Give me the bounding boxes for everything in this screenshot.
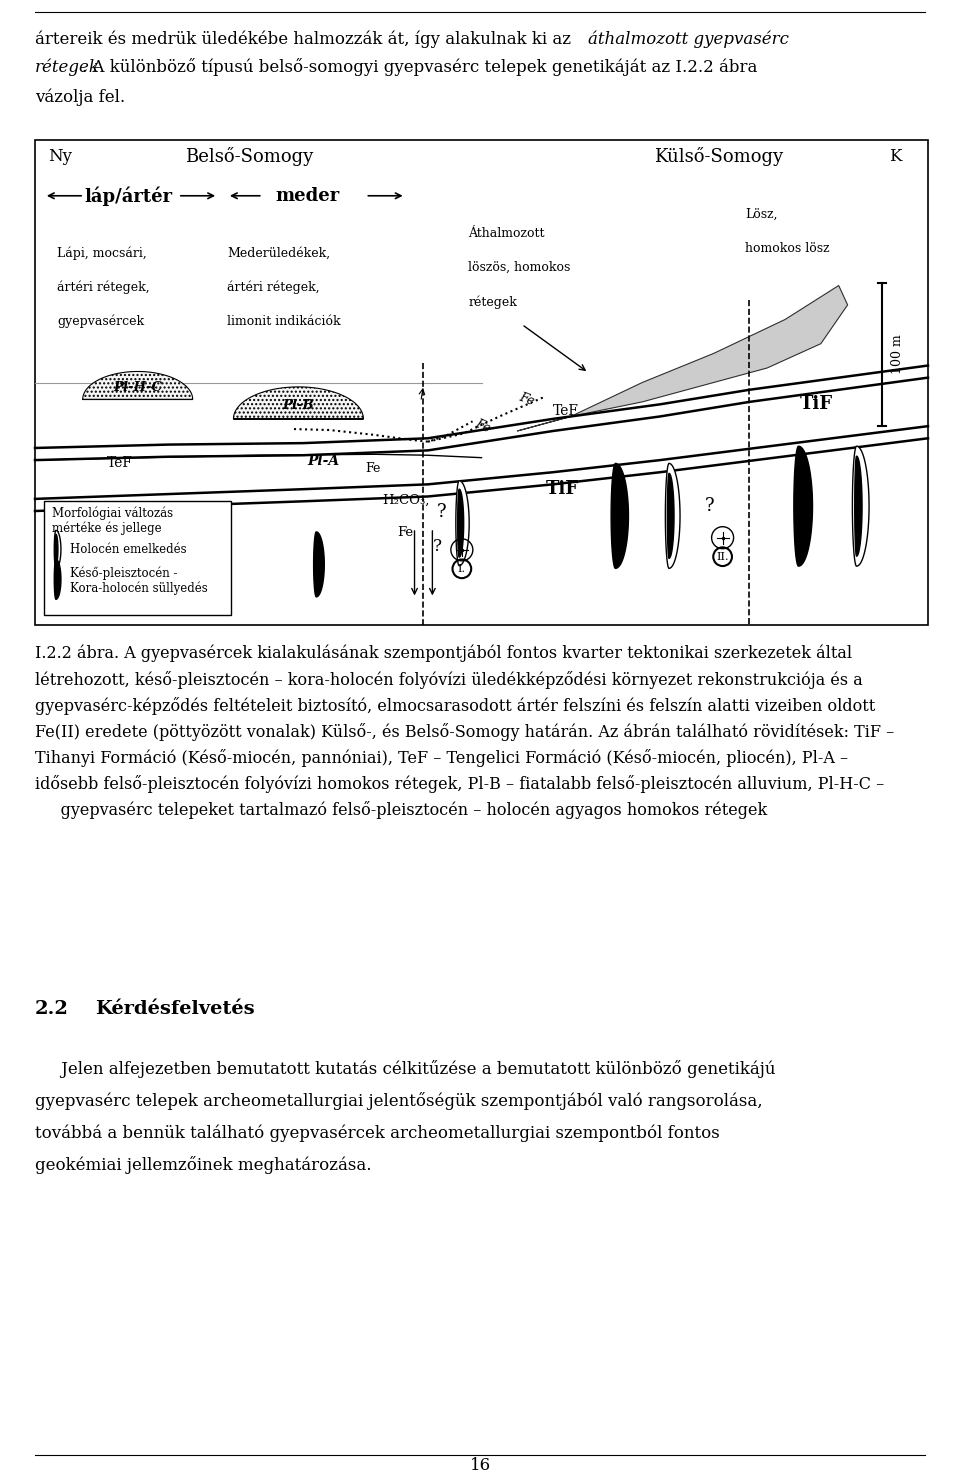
Text: I.2.2 ábra. A gyepvasércek kialakulásának szempontjából fontos kvarter tektonika: I.2.2 ábra. A gyepvasércek kialakulásána… <box>35 644 852 662</box>
Text: ártéri rétegek,: ártéri rétegek, <box>58 281 150 294</box>
Text: rétegek: rétegek <box>468 296 517 309</box>
Text: K: K <box>889 148 901 166</box>
Text: Morfológiai változás: Morfológiai változás <box>52 507 173 520</box>
Text: TiF: TiF <box>54 507 87 525</box>
Text: 16: 16 <box>469 1456 491 1474</box>
Polygon shape <box>233 387 364 418</box>
Text: TeF: TeF <box>107 455 132 470</box>
Bar <box>44 501 231 615</box>
Text: Kérdésfelvetés: Kérdésfelvetés <box>95 1001 254 1018</box>
Polygon shape <box>456 480 469 566</box>
Text: ártéri rétegek,: ártéri rétegek, <box>227 281 320 294</box>
Text: löszös, homokos: löszös, homokos <box>468 262 570 275</box>
Text: Kora-holocén süllyedés: Kora-holocén süllyedés <box>70 581 207 596</box>
Text: 2.2: 2.2 <box>35 1001 69 1018</box>
Text: ártereik és medrük üledékébe halmozzák át, így alakulnak ki az: ártereik és medrük üledékébe halmozzák á… <box>35 30 576 47</box>
Text: Pl-A: Pl-A <box>307 454 340 469</box>
Text: Fe(II) eredete (pöttyözött vonalak) Külső-, és Belső-Somogy határán. Az ábrán ta: Fe(II) eredete (pöttyözött vonalak) Küls… <box>35 723 895 740</box>
Text: ?: ? <box>432 538 442 554</box>
Polygon shape <box>852 446 869 566</box>
Text: Áthalmozott: Áthalmozott <box>468 228 544 241</box>
Text: Fe: Fe <box>472 417 492 436</box>
Text: Pl-B: Pl-B <box>282 399 314 412</box>
Text: Késő-pleisztocén -: Késő-pleisztocén - <box>70 566 178 579</box>
Polygon shape <box>854 457 862 556</box>
Polygon shape <box>56 535 58 565</box>
Polygon shape <box>55 559 60 599</box>
Polygon shape <box>794 446 812 566</box>
Text: H₂CO₃,: H₂CO₃, <box>382 494 429 507</box>
Polygon shape <box>667 473 674 559</box>
Polygon shape <box>55 531 60 569</box>
Text: meder: meder <box>276 186 340 205</box>
Text: Tihanyi Formáció (Késő-miocén, pannóniai), TeF – Tengelici Formáció (Késő-miocén: Tihanyi Formáció (Késő-miocén, pannóniai… <box>35 749 848 767</box>
Text: Belső-Somogy: Belső-Somogy <box>185 148 314 167</box>
Polygon shape <box>612 464 629 569</box>
Text: gyepvasércek: gyepvasércek <box>58 315 144 328</box>
Text: mértéke és jellege: mértéke és jellege <box>52 522 161 535</box>
Text: áthalmozott gyepvasérc: áthalmozott gyepvasérc <box>588 30 789 47</box>
Text: II.: II. <box>716 551 729 562</box>
Text: vázolja fel.: vázolja fel. <box>35 89 125 105</box>
Text: Fe: Fe <box>517 390 536 408</box>
Text: Lápi, mocsári,: Lápi, mocsári, <box>58 247 147 260</box>
Text: Mederüledékek,: Mederüledékek, <box>227 247 330 260</box>
Text: TeF: TeF <box>553 403 579 418</box>
Bar <box>35 140 928 625</box>
Text: Külső-Somogy: Külső-Somogy <box>654 148 782 167</box>
Text: létrehozott, késő-pleisztocén – kora-holocén folyóvízi üledékképződési környezet: létrehozott, késő-pleisztocén – kora-hol… <box>35 671 863 689</box>
Text: 100 m: 100 m <box>891 334 903 374</box>
Text: láp/ártér: láp/ártér <box>84 186 173 205</box>
Text: Ny: Ny <box>48 148 72 166</box>
Text: Fe: Fe <box>366 463 381 476</box>
Text: limonit indikációk: limonit indikációk <box>227 315 341 328</box>
Text: idősebb felső-pleisztocén folyóvízi homokos rétegek, Pl-B – fiatalabb felső-plei: idősebb felső-pleisztocén folyóvízi homo… <box>35 774 884 794</box>
Text: Fe: Fe <box>397 526 414 538</box>
Text: geokémiai jellemzőinek meghatározása.: geokémiai jellemzőinek meghatározása. <box>35 1156 372 1174</box>
Text: gyepvasérc-képződés feltételeit biztosító, elmocsarasodott ártér felszíni és fel: gyepvasérc-képződés feltételeit biztosít… <box>35 698 876 715</box>
Polygon shape <box>517 285 848 432</box>
Text: továbbá a bennük található gyepvasércek archeometallurgiai szempontból fontos: továbbá a bennük található gyepvasércek … <box>35 1123 720 1141</box>
Polygon shape <box>314 532 324 597</box>
Text: TiF: TiF <box>800 395 833 414</box>
Text: rétegek: rétegek <box>35 58 100 75</box>
Text: TiF: TiF <box>545 480 579 498</box>
Text: Holocén emelkedés: Holocén emelkedés <box>70 542 186 556</box>
Text: ?: ? <box>437 504 446 522</box>
Text: homokos lösz: homokos lösz <box>745 242 829 254</box>
Text: . A különböző típusú belső-somogyi gyepvasérc telepek genetikáját az I.2.2 ábra: . A különböző típusú belső-somogyi gyepv… <box>82 58 757 75</box>
Text: Jelen alfejezetben bemutatott kutatás célkitűzése a bemutatott különböző genetik: Jelen alfejezetben bemutatott kutatás cé… <box>35 1060 776 1077</box>
Polygon shape <box>83 371 193 399</box>
Text: Lösz,: Lösz, <box>745 208 778 220</box>
Polygon shape <box>458 489 464 557</box>
Text: ?: ? <box>705 497 714 516</box>
Polygon shape <box>665 464 680 569</box>
Text: gyepvasérc telepeket tartalmazó felső-pleisztocén – holocén agyagos homokos réte: gyepvasérc telepeket tartalmazó felső-pl… <box>35 801 767 819</box>
Text: I.: I. <box>458 563 466 573</box>
Text: gyepvasérc telepek archeometallurgiai jelentőségük szempontjából való rangsorolá: gyepvasérc telepek archeometallurgiai je… <box>35 1092 762 1110</box>
Text: Pl-H-C: Pl-H-C <box>113 381 162 393</box>
